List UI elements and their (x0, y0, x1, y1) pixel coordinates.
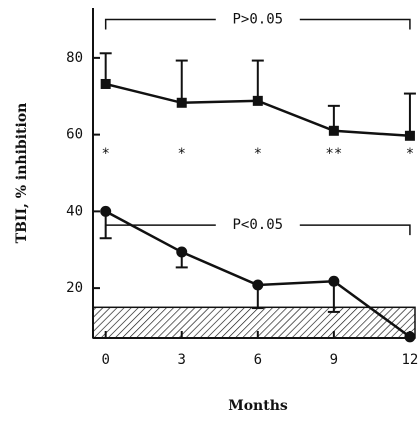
y-tick-label: 80 (66, 50, 83, 66)
y-tick-label: 20 (66, 280, 83, 296)
y-tick-label: 60 (66, 127, 83, 143)
bracket-label: P>0.05 (233, 12, 284, 28)
point (176, 97, 187, 108)
asterisk: * (406, 146, 414, 162)
bracket-gap (215, 217, 300, 234)
shaded-band (92, 306, 416, 339)
point (328, 275, 340, 287)
x-axis-label: Months (228, 398, 288, 414)
bracket-label: P<0.05 (233, 217, 284, 233)
x-tick-label: 9 (330, 352, 338, 368)
x-tick-label: 3 (178, 352, 186, 368)
x-tick-label: 12 (401, 352, 418, 368)
asterisk: ** (325, 146, 342, 162)
x-tick-label: 6 (254, 352, 262, 368)
point (100, 78, 111, 89)
bracket-gap (215, 11, 300, 28)
point (328, 125, 339, 136)
asterisk: * (254, 146, 262, 162)
point (176, 246, 188, 258)
point (100, 205, 112, 217)
y-axis-label: TBII, % inhibition (14, 103, 30, 244)
point (404, 130, 415, 141)
x-tick-label: 0 (101, 352, 109, 368)
point (404, 331, 416, 343)
point (252, 279, 264, 291)
asterisk: * (101, 146, 109, 162)
y-tick-label: 40 (66, 203, 83, 219)
asterisk: * (178, 146, 186, 162)
point (252, 95, 263, 106)
